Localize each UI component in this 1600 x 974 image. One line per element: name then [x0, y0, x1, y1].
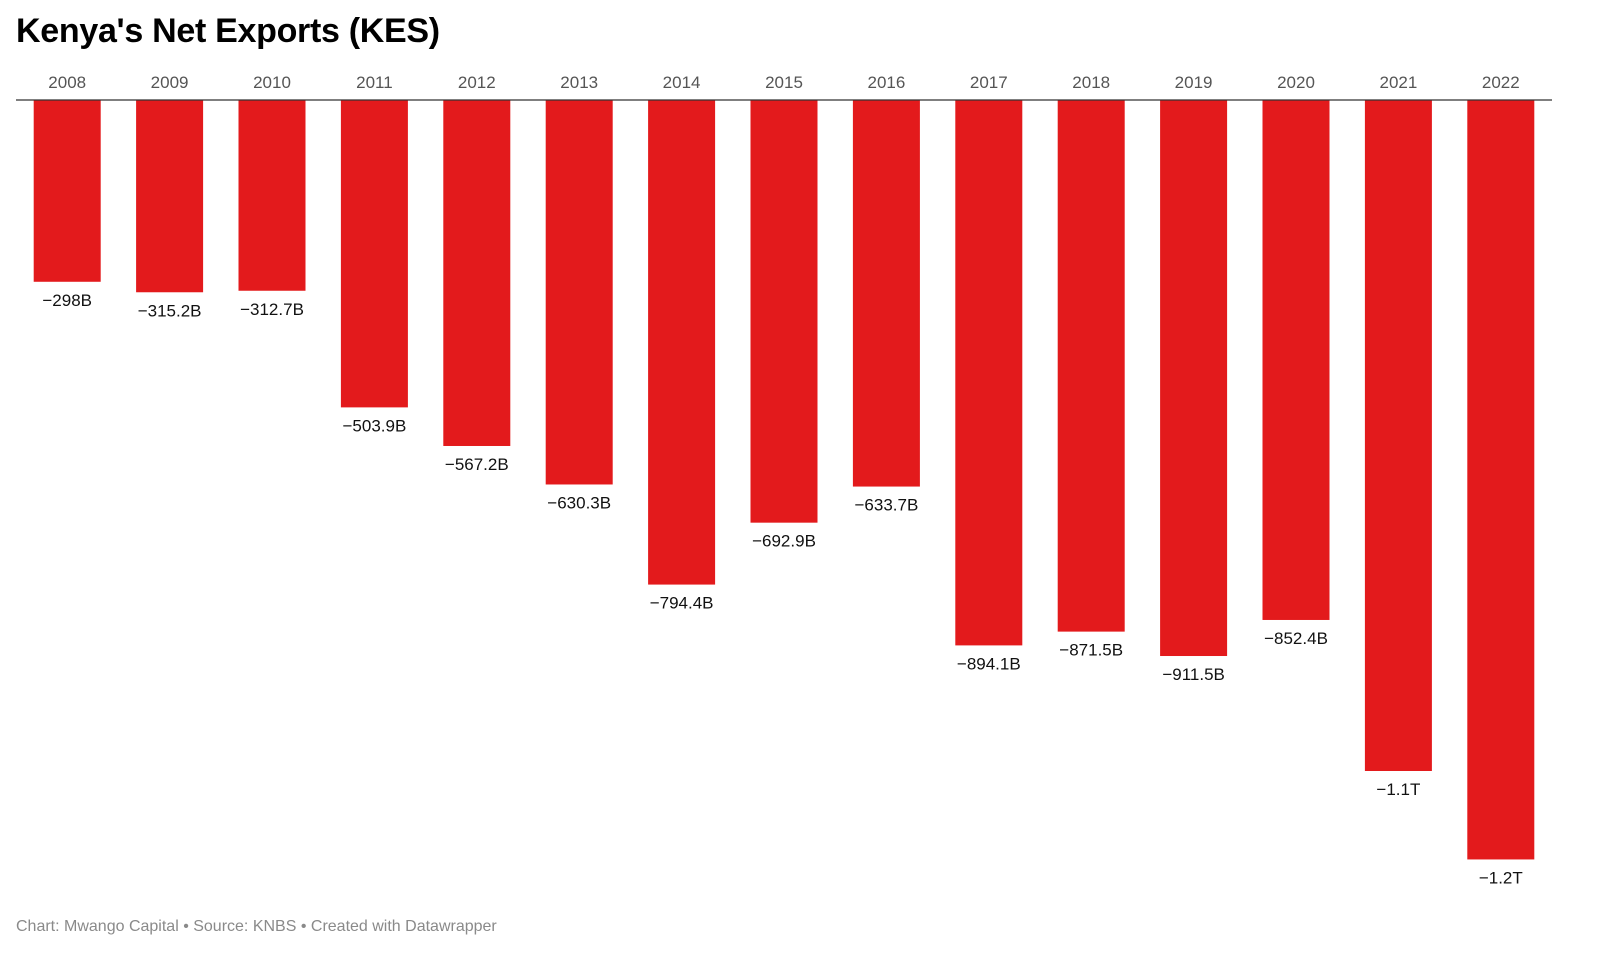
- bars-layer: [33, 100, 1535, 860]
- bar-2019: [1160, 100, 1228, 657]
- value-label-2022: −1.2T: [1479, 868, 1523, 887]
- value-label-2016: −633.7B: [854, 496, 918, 515]
- bar-2012: [443, 100, 511, 446]
- bar-2021: [1364, 100, 1432, 771]
- bar-2014: [648, 100, 716, 585]
- value-label-2011: −503.9B: [342, 416, 406, 435]
- bar-2008: [33, 100, 101, 282]
- bar-2010: [238, 100, 306, 291]
- x-tick-label-2009: 2009: [151, 73, 189, 92]
- bar-2009: [136, 100, 204, 293]
- bar-2013: [545, 100, 613, 485]
- x-tick-label-2015: 2015: [765, 73, 803, 92]
- value-label-2014: −794.4B: [650, 594, 714, 613]
- x-tick-label-2020: 2020: [1277, 73, 1315, 92]
- value-label-2010: −312.7B: [240, 300, 304, 319]
- bar-2011: [340, 100, 408, 408]
- bar-2015: [750, 100, 818, 523]
- x-tick-label-2012: 2012: [458, 73, 496, 92]
- bar-2016: [852, 100, 920, 487]
- value-label-2008: −298B: [42, 291, 92, 310]
- x-tick-label-2011: 2011: [356, 73, 393, 92]
- bar-2018: [1057, 100, 1125, 632]
- bar-2022: [1467, 100, 1535, 860]
- value-label-2021: −1.1T: [1376, 780, 1420, 799]
- x-tick-label-2019: 2019: [1175, 73, 1213, 92]
- x-tick-label-2018: 2018: [1072, 73, 1110, 92]
- value-label-2018: −871.5B: [1059, 641, 1123, 660]
- value-label-2019: −911.5B: [1162, 665, 1225, 684]
- x-tick-label-2016: 2016: [867, 73, 905, 92]
- x-tick-label-2008: 2008: [48, 73, 86, 92]
- bar-2017: [955, 100, 1023, 646]
- labels-layer: 2008 −298B 2009 −315.2B 2010 −312.7B 2011 −503.…: [42, 73, 1522, 887]
- bar-2020: [1262, 100, 1330, 620]
- value-label-2020: −852.4B: [1264, 629, 1328, 648]
- value-label-2009: −315.2B: [138, 301, 202, 320]
- value-label-2015: −692.9B: [752, 532, 816, 551]
- x-tick-label-2013: 2013: [560, 73, 598, 92]
- x-tick-label-2010: 2010: [253, 73, 291, 92]
- value-label-2017: −894.1B: [957, 654, 1021, 673]
- x-tick-label-2017: 2017: [970, 73, 1008, 92]
- x-tick-label-2021: 2021: [1379, 73, 1417, 92]
- value-label-2013: −630.3B: [547, 493, 611, 512]
- x-tick-label-2014: 2014: [663, 73, 701, 92]
- value-label-2012: −567.2B: [445, 455, 509, 474]
- x-tick-label-2022: 2022: [1482, 73, 1520, 92]
- chart-title: Kenya's Net Exports (KES): [16, 12, 440, 50]
- chart-footer: Chart: Mwango Capital • Source: KNBS • C…: [16, 918, 497, 935]
